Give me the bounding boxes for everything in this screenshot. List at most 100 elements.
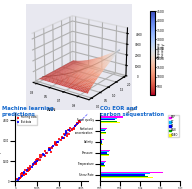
Test data bbox=[30, 166, 33, 169]
Training data bbox=[34, 159, 37, 162]
Bar bbox=[100, 154, 109, 155]
Test data bbox=[64, 134, 67, 137]
Bar bbox=[100, 143, 102, 144]
Test data bbox=[42, 153, 45, 156]
Training data bbox=[79, 121, 82, 124]
Training data bbox=[68, 128, 71, 131]
Training data bbox=[62, 136, 65, 139]
Training data bbox=[46, 152, 49, 155]
Training data bbox=[55, 143, 58, 146]
Training data bbox=[65, 131, 68, 134]
Bar bbox=[100, 165, 105, 166]
Training data bbox=[66, 132, 69, 135]
Legend: EXP, DT, RF, ANN, HGBO: EXP, DT, RF, ANN, HGBO bbox=[168, 115, 179, 137]
Training data bbox=[72, 128, 75, 131]
Bar bbox=[100, 151, 109, 152]
Test data bbox=[23, 170, 26, 174]
Bar bbox=[100, 121, 118, 122]
Training data bbox=[27, 168, 30, 171]
Training data bbox=[69, 129, 72, 132]
Test data bbox=[20, 174, 23, 177]
Bar bbox=[100, 129, 106, 130]
Training data bbox=[28, 165, 31, 168]
Training data bbox=[20, 172, 23, 175]
Bar bbox=[100, 139, 104, 140]
Training data bbox=[23, 169, 26, 172]
Bar bbox=[100, 176, 148, 177]
Training data bbox=[44, 150, 47, 153]
Training data bbox=[78, 119, 81, 122]
Training data bbox=[73, 126, 76, 129]
Training data bbox=[47, 147, 50, 150]
Training data bbox=[58, 137, 61, 140]
Training data bbox=[61, 136, 64, 139]
Title: ANN: ANN bbox=[47, 108, 57, 112]
Training data bbox=[38, 156, 41, 159]
Training data bbox=[36, 157, 40, 160]
Test data bbox=[17, 178, 20, 181]
Training data bbox=[21, 174, 24, 177]
Training data bbox=[17, 182, 20, 185]
Bar bbox=[100, 133, 106, 134]
Training data bbox=[38, 153, 41, 156]
Training data bbox=[50, 146, 53, 149]
Training data bbox=[76, 122, 79, 125]
Test data bbox=[36, 160, 39, 163]
Training data bbox=[25, 170, 28, 173]
Test data bbox=[17, 177, 20, 180]
Training data bbox=[74, 124, 78, 127]
Training data bbox=[19, 173, 22, 176]
Training data bbox=[76, 122, 79, 125]
Training data bbox=[45, 151, 48, 154]
Training data bbox=[36, 158, 39, 161]
Bar bbox=[100, 132, 106, 133]
Bar bbox=[100, 161, 106, 162]
Training data bbox=[53, 142, 56, 145]
Training data bbox=[76, 121, 79, 124]
Test data bbox=[51, 144, 54, 147]
Training data bbox=[24, 173, 27, 176]
Test data bbox=[61, 136, 64, 139]
Training data bbox=[28, 168, 31, 171]
Training data bbox=[16, 178, 19, 181]
Training data bbox=[62, 132, 65, 136]
Bar bbox=[100, 173, 150, 174]
Bar bbox=[100, 128, 107, 129]
Training data bbox=[34, 163, 37, 166]
Bar bbox=[100, 155, 109, 156]
Bar bbox=[100, 162, 105, 163]
Bar bbox=[100, 174, 145, 176]
Bar bbox=[100, 130, 105, 132]
Training data bbox=[48, 148, 51, 151]
Bar bbox=[100, 144, 103, 145]
Training data bbox=[36, 158, 39, 161]
Bar bbox=[100, 149, 110, 151]
Training data bbox=[25, 168, 28, 171]
Training data bbox=[18, 176, 21, 179]
Test data bbox=[56, 141, 59, 144]
Test data bbox=[65, 129, 68, 132]
Training data bbox=[17, 178, 21, 181]
Training data bbox=[56, 140, 59, 143]
Training data bbox=[32, 164, 35, 167]
Training data bbox=[74, 124, 77, 127]
Bar bbox=[100, 116, 122, 118]
Training data bbox=[22, 171, 25, 174]
Text: CO₂ EOR and
carbon sequestration: CO₂ EOR and carbon sequestration bbox=[100, 106, 164, 117]
Test data bbox=[47, 149, 50, 152]
Training data bbox=[35, 162, 38, 165]
Training data bbox=[61, 137, 64, 140]
Training data bbox=[77, 119, 80, 122]
Test data bbox=[49, 149, 52, 152]
Training data bbox=[67, 132, 70, 135]
Training data bbox=[71, 127, 74, 130]
Training data bbox=[24, 173, 27, 176]
Test data bbox=[34, 160, 37, 163]
Training data bbox=[55, 142, 58, 145]
Training data bbox=[69, 127, 72, 130]
Training data bbox=[59, 139, 62, 142]
Training data bbox=[18, 177, 21, 180]
Training data bbox=[67, 129, 70, 132]
Training data bbox=[39, 158, 42, 161]
Training data bbox=[50, 146, 53, 149]
